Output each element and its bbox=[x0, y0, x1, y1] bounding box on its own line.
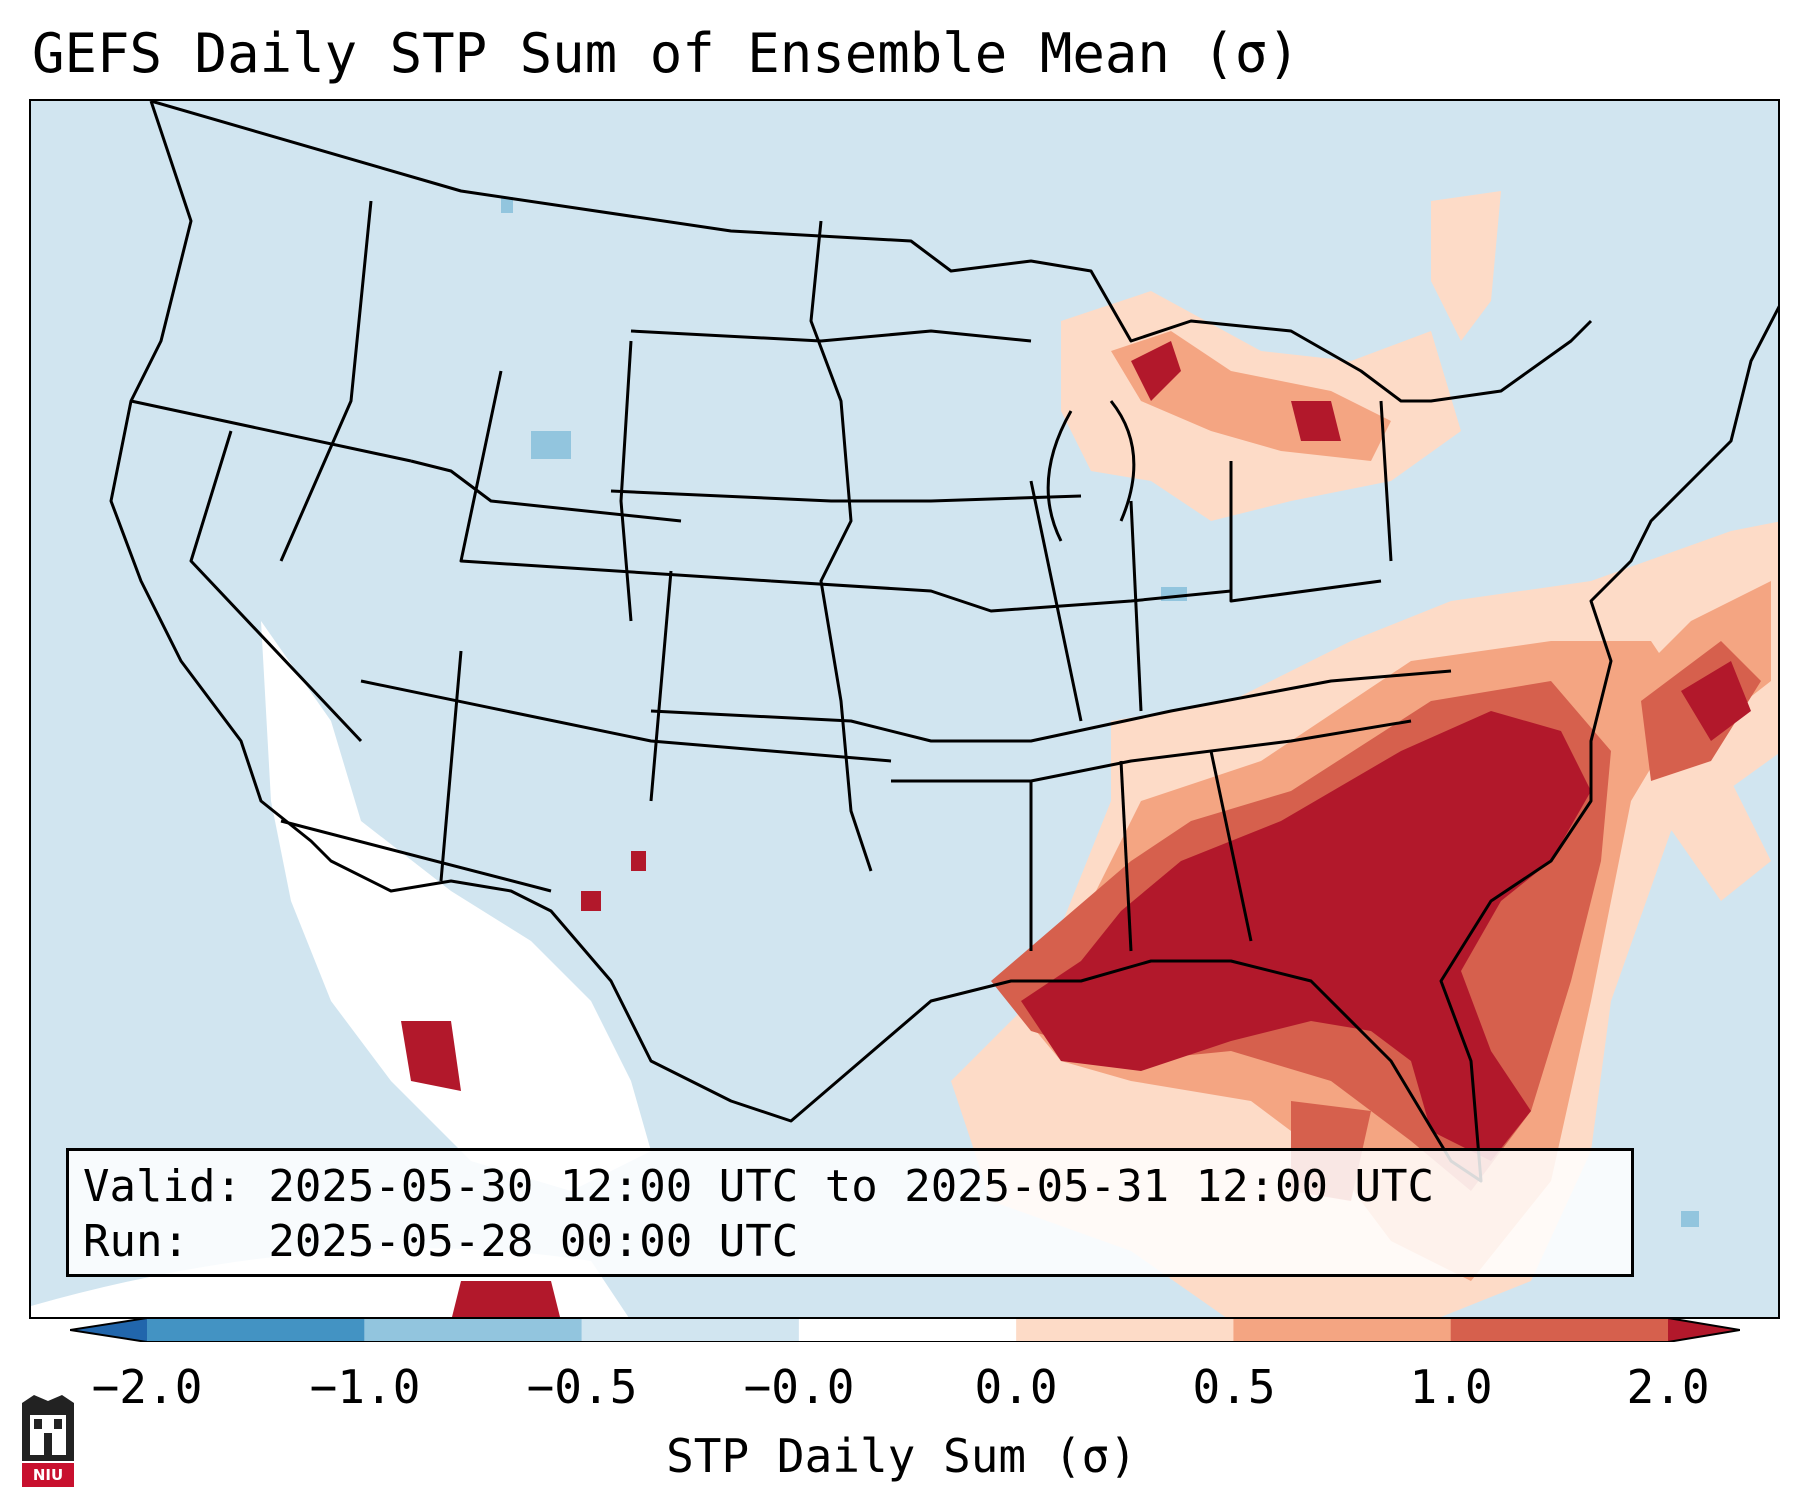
colorbar-extend-low bbox=[70, 1318, 147, 1342]
colorbar-label: STP Daily Sum (σ) bbox=[666, 1429, 1137, 1483]
map-panel bbox=[29, 99, 1780, 1319]
colorbar-extend-high bbox=[1668, 1318, 1740, 1342]
chart-title: GEFS Daily STP Sum of Ensemble Mean (σ) bbox=[32, 22, 1300, 85]
colorbar-tick: −0.5 bbox=[526, 1360, 638, 1414]
colorbar-tick: 1.0 bbox=[1409, 1360, 1493, 1414]
colorbar bbox=[70, 1318, 1740, 1342]
colorbar-segment bbox=[1016, 1318, 1234, 1342]
run-time-line: Run: 2025-05-28 00:00 UTC bbox=[83, 1216, 799, 1267]
colorbar-tick: −1.0 bbox=[309, 1360, 421, 1414]
validity-info-box: Valid: 2025-05-30 12:00 UTC to 2025-05-3… bbox=[66, 1148, 1634, 1277]
colorbar-tick: 0.0 bbox=[974, 1360, 1058, 1414]
colorbar-tick: 0.5 bbox=[1192, 1360, 1276, 1414]
extreme-positive-field bbox=[401, 341, 1751, 1317]
state-boundaries bbox=[109, 101, 1778, 1183]
colorbar-tick: −2.0 bbox=[91, 1360, 203, 1414]
colorbar-segment bbox=[1450, 1318, 1669, 1342]
logo-text: NIU bbox=[32, 1466, 64, 1484]
colorbar-segment bbox=[798, 1318, 1017, 1342]
colorbar-segment bbox=[581, 1318, 800, 1342]
map-canvas bbox=[31, 101, 1778, 1317]
niu-logo-icon bbox=[22, 1395, 74, 1487]
colorbar-segment bbox=[147, 1318, 365, 1342]
colorbar-segment bbox=[1233, 1318, 1452, 1342]
colorbar-tick: −0.0 bbox=[743, 1360, 855, 1414]
colorbar-segment bbox=[364, 1318, 583, 1342]
colorbar-tick: 2.0 bbox=[1626, 1360, 1710, 1414]
valid-time-line: Valid: 2025-05-30 12:00 UTC to 2025-05-3… bbox=[83, 1161, 1435, 1212]
